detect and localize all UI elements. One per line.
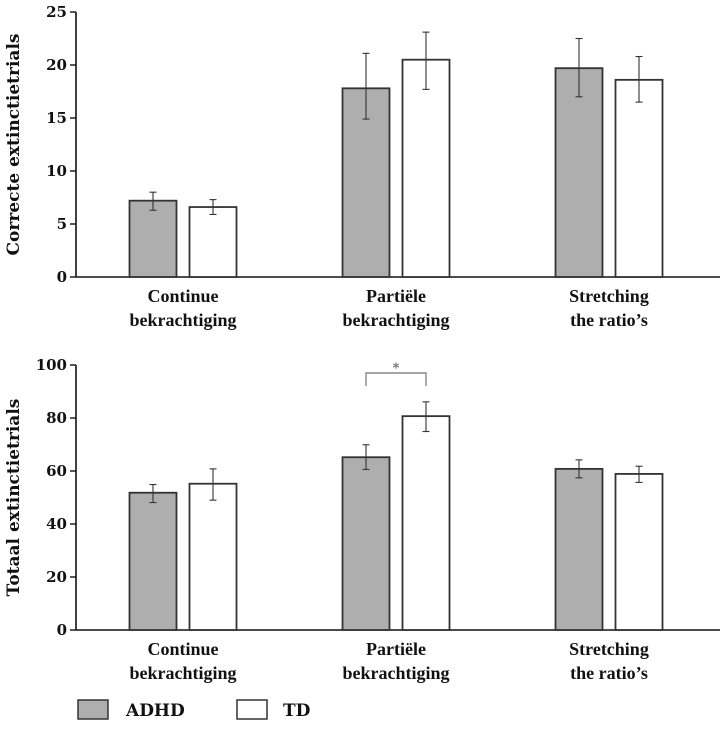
y-tick-label: 80	[46, 409, 67, 427]
x-category-label: Continue	[147, 639, 218, 659]
bar-td	[614, 473, 664, 631]
y-axis-label: Totaal extinctietrials	[4, 399, 24, 597]
x-category-label: bekrachtiging	[129, 663, 236, 683]
y-tick-label: 0	[57, 621, 67, 639]
x-category-label: Partiële	[366, 286, 426, 306]
legend-label-adhd: ADHD	[125, 701, 185, 721]
x-category-label: the ratio’s	[570, 663, 648, 683]
y-tick-label: 0	[57, 268, 67, 286]
y-tick-label: 20	[46, 56, 67, 74]
bar-td	[614, 78, 664, 278]
bar-adhd	[341, 87, 391, 278]
y-axis-label: Correcte extinctietrials	[4, 34, 24, 256]
y-tick-label: 15	[46, 109, 67, 127]
x-category-label: Partiële	[366, 639, 426, 659]
significance-bracket	[365, 372, 427, 386]
chart-correcte-extinctietrials: 0 5 10 15 20 25 Correcte extinctietrials Contin…	[4, 3, 720, 330]
x-category-label: Stretching	[569, 286, 649, 306]
bar-td	[401, 415, 451, 631]
bar-td	[188, 482, 238, 631]
bar-td	[188, 206, 238, 278]
legend-swatch-td	[236, 699, 268, 720]
bar-adhd	[128, 491, 178, 631]
x-category-label: bekrachtiging	[342, 663, 449, 683]
significance-star: *	[393, 361, 400, 376]
bar-adhd	[554, 67, 604, 278]
chart-totaal-extinctietrials: 0 20 40 60 80 100 Totaal extinctietrials Contin…	[4, 356, 720, 683]
y-tick-label: 40	[46, 515, 67, 533]
x-category-label: Continue	[147, 286, 218, 306]
x-category-label: bekrachtiging	[342, 310, 449, 330]
bar-adhd	[341, 456, 391, 631]
legend-label-td: TD	[283, 701, 311, 721]
x-category-label: bekrachtiging	[129, 310, 236, 330]
y-tick-label: 25	[46, 3, 67, 21]
legend: ADHD TD	[77, 699, 311, 721]
bar-adhd	[554, 467, 604, 631]
bar-td	[401, 58, 451, 278]
legend-swatch-adhd	[77, 699, 109, 720]
y-tick-label: 60	[46, 462, 67, 480]
y-tick-label: 10	[46, 162, 67, 180]
y-tick-label: 5	[57, 215, 67, 233]
bar-adhd	[128, 199, 178, 278]
y-tick-label: 100	[36, 356, 67, 374]
y-tick-label: 20	[46, 568, 67, 586]
x-category-label: the ratio’s	[570, 310, 648, 330]
x-category-label: Stretching	[569, 639, 649, 659]
